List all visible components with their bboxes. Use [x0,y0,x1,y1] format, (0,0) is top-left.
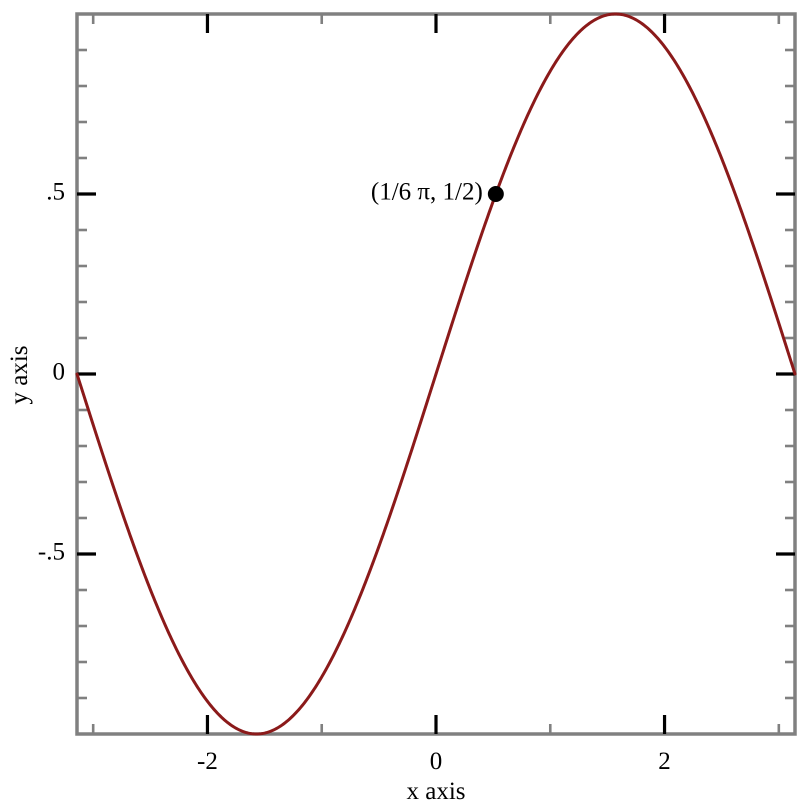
tick-marks-layer [77,14,795,734]
x-tick-label: 0 [430,748,443,775]
y-tick-label: -.5 [38,539,65,566]
y-tick-label: 0 [53,359,66,386]
line-series-sin [75,12,797,736]
y-axis-title: y axis [6,345,33,404]
annotation-point-marker [487,186,504,202]
tick-labels-layer: -2 0 2 .5 0 -.5 [38,179,671,775]
annotation-layer: (1/6 π, 1/2) [371,179,504,206]
x-tick-label: 2 [658,748,671,775]
x-axis-title: x axis [406,778,465,805]
annotation-point-label: (1/6 π, 1/2) [371,179,483,206]
series-layer [75,12,797,736]
y-tick-label: .5 [46,179,65,206]
x-tick-label: -2 [197,748,218,775]
